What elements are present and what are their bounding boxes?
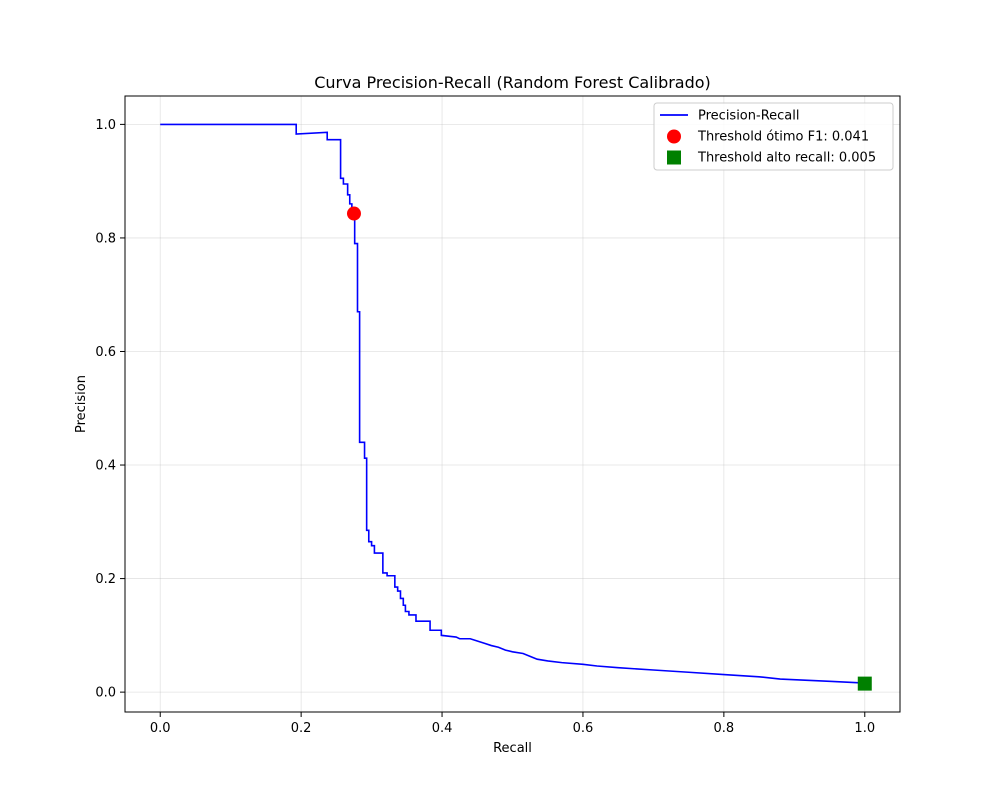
x-tick-label: 0.8	[714, 721, 735, 736]
high-recall-threshold-point	[857, 676, 872, 691]
x-tick-label: 1.0	[854, 721, 875, 736]
legend-box	[653, 102, 894, 171]
legend-entry-label: Threshold ótimo F1: 0.041	[697, 130, 869, 145]
optimal-f1-threshold-point	[346, 206, 361, 221]
x-tick-label: 0.4	[432, 721, 453, 736]
axes-layer: 0.0 0.2 0.4 0.6 0.8 1.0 0.0 0.2 0.4 0.6 0.8 1.0	[95, 118, 875, 736]
legend-entry-label: Threshold alto recall: 0.005	[697, 151, 876, 166]
x-tick-label: 0.0	[150, 721, 171, 736]
legend-entry-label: Precision-Recall	[698, 109, 799, 124]
precision-recall-curve	[160, 123, 865, 684]
y-axis-label: Precision	[74, 375, 89, 433]
x-tick-label: 0.6	[573, 721, 594, 736]
x-tick-label: 0.2	[291, 721, 312, 736]
y-tick-label: 0.4	[95, 459, 116, 474]
y-tick-label: 0.2	[95, 572, 116, 587]
plot-area-frame	[124, 95, 901, 713]
y-tick-label: 0.8	[95, 231, 116, 246]
legend-circle-swatch	[667, 129, 681, 144]
x-axis-label: Recall	[493, 741, 532, 756]
legend: Precision-Recall Threshold ótimo F1: 0.04…	[653, 102, 894, 171]
grid-layer	[125, 96, 900, 712]
y-tick-label: 0.0	[95, 686, 116, 701]
data-layer	[160, 123, 872, 691]
y-tick-label: 1.0	[95, 118, 116, 133]
y-tick-label: 0.6	[95, 345, 116, 360]
legend-square-swatch	[667, 150, 681, 165]
chart-title: Curva Precision-Recall (Random Forest Ca…	[314, 73, 711, 92]
